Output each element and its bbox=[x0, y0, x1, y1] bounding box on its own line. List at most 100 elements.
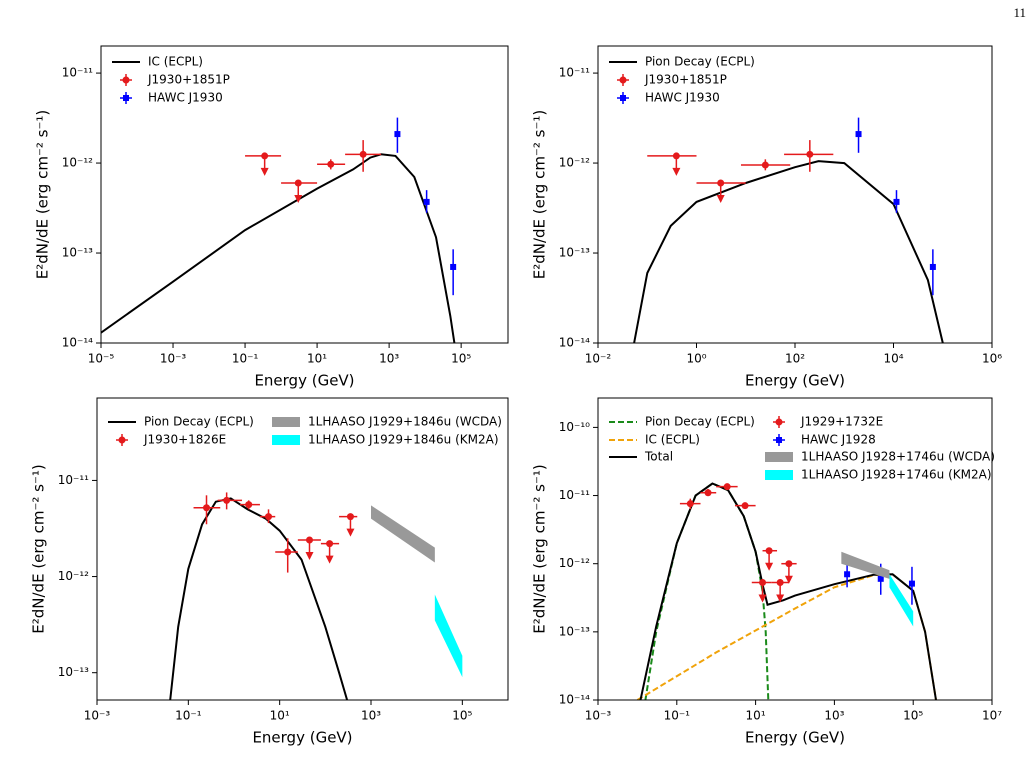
data-point bbox=[305, 536, 313, 544]
y-tick-label: 10⁻¹⁴ bbox=[62, 336, 93, 350]
y-tick-label: 10⁻¹² bbox=[559, 556, 590, 570]
data-point bbox=[261, 152, 269, 160]
plot-area bbox=[101, 117, 457, 343]
data-point bbox=[394, 131, 401, 138]
upper-limit-head bbox=[346, 528, 355, 537]
x-tick-label: 10¹ bbox=[307, 352, 327, 366]
x-tick-label: 10² bbox=[785, 352, 805, 366]
legend-label: HAWC J1928 bbox=[801, 433, 876, 447]
legend-label: J1930+1851P bbox=[644, 73, 727, 87]
x-tick-label: 10⁻⁵ bbox=[88, 352, 115, 366]
x-tick-label: 10³ bbox=[361, 709, 381, 723]
legend-label: 1LHAASO J1928+1746u (WCDA) bbox=[801, 450, 995, 464]
model-curve bbox=[169, 497, 349, 700]
legend-label: 1LHAASO J1929+1846u (WCDA) bbox=[308, 415, 502, 429]
x-tick-label: 10³ bbox=[824, 709, 844, 723]
x-tick-label: 10⁵ bbox=[903, 709, 923, 723]
y-axis-label: E²dN/dE (erg cm⁻² s⁻¹) bbox=[34, 110, 52, 279]
x-tick-label: 10⁻³ bbox=[84, 709, 111, 723]
y-tick-label: 10⁻¹³ bbox=[559, 246, 590, 260]
flux-band bbox=[841, 551, 890, 579]
data-point bbox=[765, 547, 773, 555]
data-point bbox=[741, 502, 749, 510]
data-point bbox=[423, 198, 430, 205]
y-axis-label: E²dN/dE (erg cm⁻² s⁻¹) bbox=[531, 110, 549, 279]
upper-limit-head bbox=[325, 555, 334, 564]
x-axis-label: Energy (GeV) bbox=[745, 372, 845, 390]
data-point bbox=[672, 152, 680, 160]
plot-area bbox=[636, 482, 937, 700]
flux-band bbox=[371, 505, 435, 563]
x-axis-label: Energy (GeV) bbox=[745, 729, 845, 747]
data-point bbox=[785, 560, 793, 568]
legend-label: J1929+1732E bbox=[800, 415, 883, 429]
data-point bbox=[294, 179, 302, 187]
x-tick-label: 10⁴ bbox=[883, 352, 903, 366]
legend-label: HAWC J1930 bbox=[645, 91, 720, 105]
upper-limit-head bbox=[716, 195, 725, 204]
y-axis-label: E²dN/dE (erg cm⁻² s⁻¹) bbox=[30, 464, 48, 633]
x-tick-label: 10⁻¹ bbox=[175, 709, 202, 723]
legend-swatch bbox=[272, 417, 300, 427]
data-point bbox=[806, 150, 814, 158]
upper-limit-head bbox=[672, 167, 681, 176]
legend-label: IC (ECPL) bbox=[645, 433, 700, 447]
y-tick-label: 10⁻¹⁰ bbox=[559, 420, 590, 434]
legend-label: Total bbox=[644, 450, 673, 464]
plot-area bbox=[169, 492, 463, 700]
x-tick-label: 10⁻³ bbox=[585, 709, 612, 723]
legend-swatch bbox=[776, 437, 782, 443]
legend-label: IC (ECPL) bbox=[148, 55, 203, 69]
y-tick-label: 10⁻¹³ bbox=[62, 246, 93, 260]
legend-label: 1LHAASO J1929+1846u (KM2A) bbox=[308, 433, 499, 447]
legend-swatch bbox=[765, 470, 793, 480]
flux-band bbox=[434, 594, 463, 678]
data-point bbox=[704, 489, 712, 497]
data-point bbox=[327, 160, 335, 168]
upper-limit-head bbox=[776, 594, 785, 603]
axes-frame bbox=[597, 45, 993, 344]
upper-limit-head bbox=[765, 562, 774, 571]
upper-limit-head bbox=[305, 552, 314, 561]
legend-swatch bbox=[765, 452, 793, 462]
legend-label: HAWC J1930 bbox=[148, 91, 223, 105]
data-point bbox=[265, 513, 273, 521]
model-curve bbox=[639, 482, 937, 700]
x-tick-label: 10⁰ bbox=[686, 352, 706, 366]
legend-label: J1930+1851P bbox=[147, 73, 230, 87]
data-point bbox=[450, 263, 457, 270]
data-point bbox=[686, 500, 694, 508]
data-point bbox=[346, 513, 354, 521]
data-point bbox=[223, 496, 231, 504]
data-point bbox=[326, 540, 334, 548]
model-curve bbox=[636, 573, 937, 700]
data-point bbox=[245, 501, 253, 509]
x-tick-label: 10⁻¹ bbox=[232, 352, 259, 366]
data-point bbox=[893, 198, 900, 205]
plot-area bbox=[633, 117, 944, 343]
data-point bbox=[203, 504, 211, 512]
x-axis-label: Energy (GeV) bbox=[254, 372, 354, 390]
legend-label: J1930+1826E bbox=[143, 433, 226, 447]
data-point bbox=[761, 161, 769, 169]
data-point bbox=[855, 131, 862, 138]
legend-label: Pion Decay (ECPL) bbox=[144, 415, 254, 429]
x-tick-label: 10⁻¹ bbox=[664, 709, 691, 723]
y-tick-label: 10⁻¹⁴ bbox=[559, 693, 590, 707]
y-tick-label: 10⁻¹² bbox=[58, 569, 89, 583]
y-tick-label: 10⁻¹⁴ bbox=[559, 336, 590, 350]
x-tick-label: 10³ bbox=[379, 352, 399, 366]
axes-frame bbox=[597, 397, 993, 701]
legend-label: Pion Decay (ECPL) bbox=[645, 55, 755, 69]
y-tick-label: 10⁻¹² bbox=[62, 156, 93, 170]
x-tick-label: 10⁶ bbox=[982, 352, 1002, 366]
x-tick-label: 10¹ bbox=[746, 709, 766, 723]
data-point bbox=[723, 483, 731, 491]
model-curve bbox=[101, 153, 456, 343]
y-tick-label: 10⁻¹¹ bbox=[58, 473, 89, 487]
data-point bbox=[284, 548, 292, 556]
data-point bbox=[908, 580, 915, 587]
x-tick-label: 10⁻² bbox=[585, 352, 612, 366]
axes-frame bbox=[96, 397, 509, 701]
